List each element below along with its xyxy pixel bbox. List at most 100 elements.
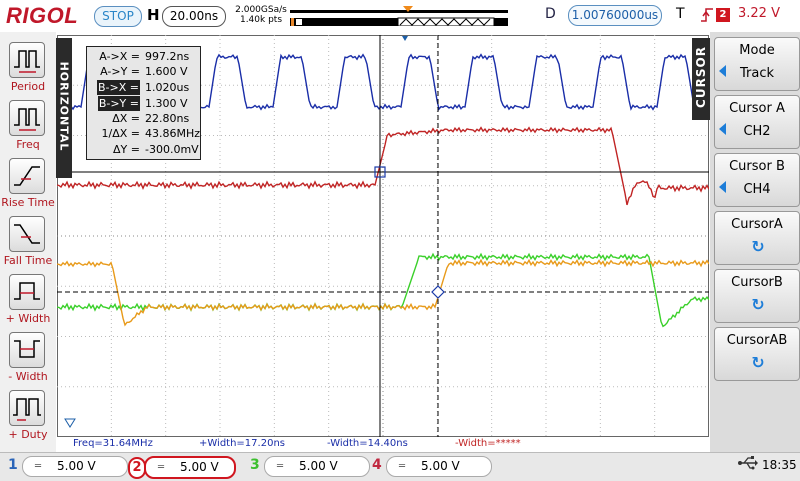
ch2-scale-box[interactable]: ═ 5.00 V	[144, 456, 236, 479]
freq-icon	[9, 100, 45, 136]
trigger-source-badge[interactable]: 2	[716, 8, 730, 22]
ch4-scale: 5.00 V	[421, 459, 460, 473]
measure-label: - Width	[8, 370, 48, 383]
readout-key: A->X =	[99, 50, 140, 63]
memory-position-indicator	[290, 6, 508, 26]
readout-key: B->Y =	[97, 96, 140, 111]
readout-value: 1.600 V	[145, 65, 188, 78]
readout-row: ΔY = -300.0mV	[87, 142, 200, 157]
sample-rate: 2.000GSa/s	[235, 5, 287, 15]
cursor-a-adjust-button[interactable]: CursorA ↻	[714, 211, 800, 265]
fall-time-icon	[9, 216, 45, 252]
measure-plus-width[interactable]: + Width	[0, 268, 56, 326]
cursor-ab-adjust-button[interactable]: CursorAB ↻	[714, 327, 800, 381]
plus-width-result: +Width=17.20ns	[199, 438, 285, 449]
waveform-display[interactable]	[57, 35, 709, 437]
button-title: Cursor B	[729, 159, 785, 174]
readout-key: B->X =	[97, 80, 140, 95]
ch3-number[interactable]: 3	[250, 457, 260, 473]
dc-coupling-icon: ═	[399, 461, 406, 472]
horizontal-tab[interactable]: HORIZONTAL	[56, 38, 72, 178]
system-clock: 18:35	[762, 458, 797, 472]
readout-row: B->X = 1.020us	[87, 80, 200, 95]
readout-key: A->Y =	[100, 65, 140, 78]
memory-depth: 1.40k pts	[239, 15, 283, 25]
delay-value[interactable]: 1.00760000us	[568, 5, 662, 26]
button-value: CH4	[743, 182, 771, 197]
readout-key: ΔY =	[113, 143, 140, 156]
readout-value: 1.300 V	[145, 97, 188, 110]
cursor-tab[interactable]: CURSOR	[692, 38, 710, 120]
cursor-mode-button[interactable]: Mode Track	[714, 37, 800, 91]
measure-label: + Width	[5, 312, 51, 325]
readout-row: A->Y = 1.600 V	[87, 64, 200, 79]
minus-width-result: -Width=14.40ns	[327, 438, 408, 449]
readout-key: ΔX =	[112, 112, 140, 125]
run-stop-status[interactable]: STOP	[94, 6, 142, 27]
readout-value: 1.020us	[145, 81, 190, 94]
readout-row: ΔX = 22.80ns	[87, 111, 200, 126]
measure-label: Freq	[16, 138, 40, 151]
button-value: CH2	[743, 124, 771, 139]
measure-plus-duty[interactable]: + Duty	[0, 384, 56, 442]
channel-status-bar: 1 ═ 5.00 V 2 ═ 5.00 V 3 ═ 5.00 V 4 ═ 5.00 V	[0, 452, 800, 481]
ch2-waveform	[57, 126, 709, 206]
readout-value: 997.2ns	[145, 50, 190, 63]
dc-coupling-icon: ═	[158, 462, 165, 473]
readout-value: 43.86MHz	[145, 127, 201, 140]
trigger-level[interactable]: 3.22 V	[738, 6, 780, 21]
ch2-scale: 5.00 V	[180, 460, 219, 474]
readout-value: 22.80ns	[145, 112, 190, 125]
measure-rise-time[interactable]: Rise Time	[0, 152, 56, 210]
rotate-knob-icon: ↻	[751, 353, 765, 372]
minus-width-icon	[9, 332, 45, 368]
readout-row: A->X = 997.2ns	[87, 49, 200, 64]
measure-label: Fall Time	[3, 254, 53, 267]
readout-key: 1/ΔX =	[101, 127, 140, 140]
button-title: CursorAB	[726, 333, 788, 348]
cursor-a-marker	[374, 166, 386, 178]
measure-label: Period	[10, 80, 46, 93]
button-value: Track	[739, 66, 775, 81]
brand-logo: RIGOL	[6, 3, 79, 28]
top-status-bar: RIGOL STOP H 20.00ns 2.000GSa/s 1.40k pt…	[0, 0, 800, 32]
readout-row: B->Y = 1.300 V	[87, 96, 200, 111]
timebase-value[interactable]: 20.00ns	[162, 6, 226, 27]
ground-marker-icon	[64, 418, 76, 428]
cursor-a-source-button[interactable]: Cursor A CH2	[714, 95, 800, 149]
cursor-tab-label: CURSOR	[694, 46, 708, 108]
rising-edge-icon	[701, 7, 713, 23]
measure-period[interactable]: Period	[0, 36, 56, 94]
ch4-number[interactable]: 4	[372, 457, 382, 473]
ch3-scale: 5.00 V	[299, 459, 338, 473]
dc-coupling-icon: ═	[35, 461, 42, 472]
trigger-position-marker	[402, 36, 408, 41]
ch4-waveform	[57, 258, 709, 327]
readout-row: 1/ΔX = 43.86MHz	[87, 126, 201, 141]
left-arrow-icon	[719, 65, 726, 77]
left-arrow-icon	[719, 181, 726, 193]
button-title: CursorB	[731, 275, 783, 290]
horizontal-label: H	[147, 6, 160, 24]
measure-freq[interactable]: Freq	[0, 94, 56, 152]
measurement-results: Freq=31.64MHz +Width=17.20ns -Width=14.4…	[57, 437, 709, 451]
ch1-number[interactable]: 1	[8, 457, 18, 473]
ch4-scale-box[interactable]: ═ 5.00 V	[386, 456, 492, 477]
usb-icon	[738, 456, 758, 474]
cursor-b-source-button[interactable]: Cursor B CH4	[714, 153, 800, 207]
measure-label: Rise Time	[1, 196, 55, 209]
rise-time-icon	[9, 158, 45, 194]
button-title: Mode	[739, 43, 775, 58]
ch1-scale-box[interactable]: ═ 5.00 V	[22, 456, 128, 477]
ch1-scale: 5.00 V	[57, 459, 96, 473]
measure-fall-time[interactable]: Fall Time	[0, 210, 56, 268]
button-title: CursorA	[731, 217, 783, 232]
measure-minus-width[interactable]: - Width	[0, 326, 56, 384]
cursor-b-adjust-button[interactable]: CursorB ↻	[714, 269, 800, 323]
readout-value: -300.0mV	[145, 143, 199, 156]
ch3-scale-box[interactable]: ═ 5.00 V	[264, 456, 370, 477]
horizontal-tab-label: HORIZONTAL	[57, 61, 71, 152]
dc-coupling-icon: ═	[277, 461, 284, 472]
cursor-menu: Mode Track Cursor A CH2 Cursor B CH4 Cur…	[710, 32, 800, 452]
period-icon	[9, 42, 45, 78]
